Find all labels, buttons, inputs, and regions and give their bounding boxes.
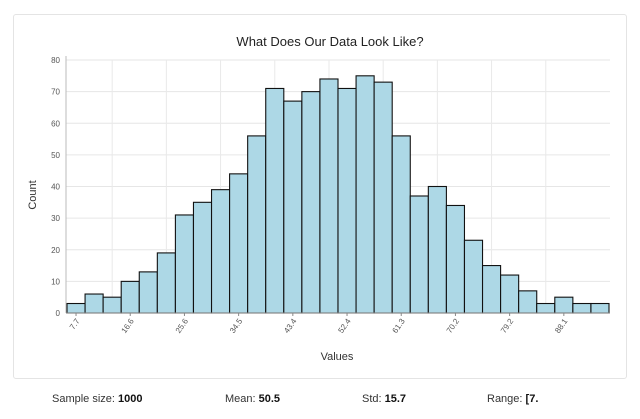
y-tick-label: 10 [51, 277, 60, 286]
histogram-bar [192, 201, 213, 314]
x-axis-label: Values [321, 351, 354, 363]
stat-mean: Mean: 50.5 [225, 393, 280, 405]
histogram-bar [337, 87, 357, 314]
histogram-bars [66, 75, 610, 314]
histogram-bar [445, 204, 466, 314]
histogram-bar [174, 214, 195, 314]
chart-title: What Does Our Data Look Like? [236, 34, 423, 49]
y-tick-label: 40 [51, 183, 60, 192]
histogram-bar [554, 296, 574, 314]
x-tick-label: 7.7 [68, 317, 82, 332]
stat-range-label: Range: [487, 393, 523, 405]
stat-std: Std: 15.7 [362, 393, 406, 405]
histogram-bar [463, 239, 484, 314]
histogram-bar [229, 173, 249, 314]
x-tick-label: 25.6 [174, 317, 191, 335]
histogram-bar [572, 302, 592, 314]
histogram-bar [138, 271, 158, 314]
y-tick-label: 20 [51, 246, 60, 255]
histogram-bar [391, 135, 411, 314]
histogram-bar [409, 195, 429, 314]
histogram-bar [66, 302, 86, 314]
x-tick-label: 34.5 [228, 317, 245, 335]
histogram-bar [283, 100, 303, 314]
stat-sample-size-label: Sample size: [52, 393, 115, 405]
stat-sample-size: Sample size: 1000 [52, 393, 143, 405]
stat-mean-label: Mean: [225, 393, 256, 405]
x-tick-label: 61.3 [391, 317, 408, 335]
x-tick-label: 79.2 [499, 317, 516, 335]
y-tick-label: 30 [51, 214, 60, 223]
chart-card: 0 10 20 30 40 50 60 70 80 7.7 16.6 25.6 34.5 43.4 52.4… [13, 14, 627, 379]
histogram-bar [210, 189, 231, 314]
histogram-bar [84, 293, 104, 314]
histogram-bar [481, 265, 502, 314]
stat-sample-size-value: 1000 [118, 393, 143, 405]
stat-range-value: [7. [525, 393, 539, 405]
histogram-chart: 0 10 20 30 40 50 60 70 80 7.7 16.6 25.6 34.5 43.4 52.4… [27, 34, 610, 363]
histogram-bar [102, 296, 122, 314]
y-tick-label: 80 [51, 56, 60, 65]
stat-std-label: Std: [362, 393, 382, 405]
y-tick-label: 70 [51, 88, 60, 97]
histogram-bar [156, 252, 176, 314]
y-tick-label: 60 [51, 119, 60, 128]
stat-range: Range: [7. [487, 393, 538, 405]
y-axis-label: Count [27, 180, 39, 209]
histogram-bar [120, 280, 140, 314]
x-tick-label: 70.2 [445, 317, 462, 335]
x-tick-label: 43.4 [282, 317, 299, 335]
stats-bar: Sample size: 1000 Mean: 50.5 Std: 15.7 R… [0, 390, 640, 410]
y-tick-label: 50 [51, 151, 60, 160]
stat-std-value: 15.7 [384, 393, 407, 405]
histogram-bar [373, 81, 393, 314]
histogram-bar [518, 290, 538, 314]
histogram-bar [247, 135, 267, 314]
histogram-bar [590, 302, 610, 314]
x-tick-label: 16.6 [120, 317, 137, 335]
histogram-bar [355, 75, 375, 314]
x-tick-label: 52.4 [336, 317, 353, 335]
histogram-bar [301, 91, 321, 314]
histogram-bar [536, 302, 556, 314]
histogram-bar [265, 87, 285, 314]
y-tick-label: 0 [56, 309, 61, 318]
histogram-bar [319, 78, 339, 314]
histogram-bar [427, 185, 447, 314]
stat-mean-value: 50.5 [258, 393, 281, 405]
histogram-bar [500, 274, 520, 314]
x-tick-label: 88.1 [553, 317, 570, 335]
